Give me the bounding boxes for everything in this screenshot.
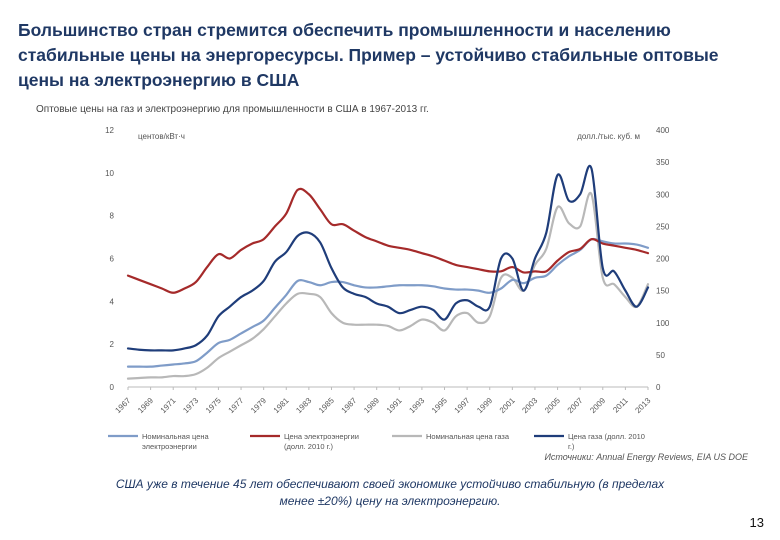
x-tick-label: 2011 bbox=[611, 396, 630, 415]
x-tick-label: 1993 bbox=[407, 396, 426, 415]
x-tick-label: 1983 bbox=[294, 396, 313, 415]
page-headline: Большинство стран стремится обеспечить п… bbox=[18, 20, 719, 90]
y-tick-right: 400 bbox=[656, 126, 670, 135]
y-tick-left: 0 bbox=[110, 383, 115, 392]
y-tick-left: 8 bbox=[110, 212, 115, 221]
y-tick-right: 300 bbox=[656, 190, 670, 199]
x-tick-label: 2003 bbox=[520, 396, 539, 415]
y-tick-right: 200 bbox=[656, 255, 670, 264]
y-tick-left: 6 bbox=[110, 255, 115, 264]
x-tick-label: 1973 bbox=[181, 396, 200, 415]
y-tick-right: 250 bbox=[656, 222, 670, 231]
x-tick-label: 2009 bbox=[588, 396, 607, 415]
x-tick-label: 1987 bbox=[340, 396, 359, 415]
page-number: 13 bbox=[749, 515, 764, 530]
y-axis-left-label: центов/кВт·ч bbox=[138, 132, 185, 141]
x-tick-label: 1975 bbox=[204, 396, 223, 415]
legend-label: Номинальная цена электроэнергии bbox=[142, 432, 210, 451]
x-tick-label: 2001 bbox=[498, 396, 517, 415]
x-tick-label: 1981 bbox=[272, 396, 291, 415]
y-tick-left: 2 bbox=[110, 340, 115, 349]
x-tick-label: 2007 bbox=[566, 396, 585, 415]
legend-label: Номинальная цена газа bbox=[426, 432, 510, 441]
conclusion-text: США уже в течение 45 лет обеспечивают св… bbox=[115, 477, 665, 508]
y-tick-left: 4 bbox=[110, 297, 115, 306]
series-real-power-price bbox=[126, 187, 650, 294]
x-tick-label: 1985 bbox=[317, 396, 336, 415]
y-tick-right: 50 bbox=[656, 351, 665, 360]
chart-title: Оптовые цены на газ и электроэнергию для… bbox=[36, 104, 429, 115]
x-tick-label: 1999 bbox=[475, 396, 494, 415]
x-tick-label: 1969 bbox=[136, 396, 155, 415]
x-tick-label: 1989 bbox=[362, 396, 381, 415]
y-tick-right: 150 bbox=[656, 287, 670, 296]
x-tick-label: 1979 bbox=[249, 396, 268, 415]
y-tick-right: 350 bbox=[656, 158, 670, 167]
series-nominal-gas-price bbox=[126, 191, 650, 380]
series-real-gas-price bbox=[126, 164, 650, 352]
x-tick-label: 1977 bbox=[227, 396, 246, 415]
x-tick-label: 2005 bbox=[543, 396, 562, 415]
x-tick-label: 2013 bbox=[633, 396, 652, 415]
legend-label: Цена газа (долл. 2010 г.) bbox=[568, 432, 645, 451]
x-tick-label: 1971 bbox=[159, 396, 178, 415]
x-tick-label: 1967 bbox=[113, 396, 132, 415]
series-nominal-power-price bbox=[126, 237, 650, 368]
y-tick-right: 100 bbox=[656, 319, 670, 328]
y-tick-right: 0 bbox=[656, 383, 661, 392]
legend-label: Цена электроэнергии (долл. 2010 г.) bbox=[284, 432, 359, 451]
y-tick-left: 12 bbox=[105, 126, 114, 135]
source-note: Источники: Annual Energy Reviews, EIA US… bbox=[544, 452, 748, 462]
x-tick-label: 1995 bbox=[430, 396, 449, 415]
x-tick-label: 1997 bbox=[453, 396, 472, 415]
y-axis-right-label: долл./тыс. куб. м bbox=[577, 132, 640, 141]
y-tick-left: 10 bbox=[105, 169, 114, 178]
x-tick-label: 1991 bbox=[385, 396, 404, 415]
